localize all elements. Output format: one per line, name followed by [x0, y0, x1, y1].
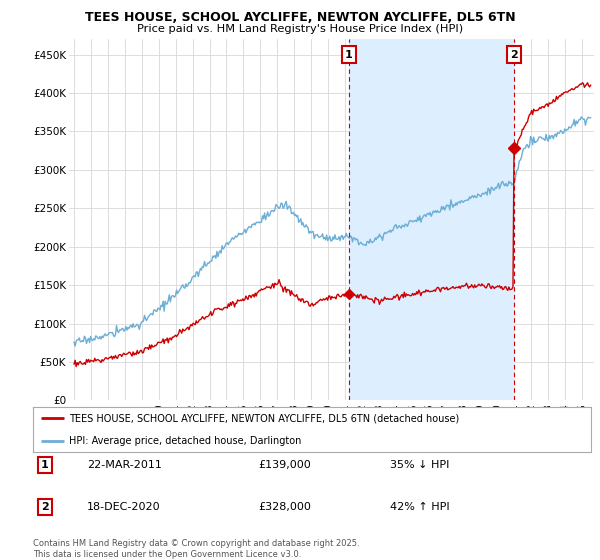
Text: 2: 2: [510, 50, 518, 59]
Text: Price paid vs. HM Land Registry's House Price Index (HPI): Price paid vs. HM Land Registry's House …: [137, 24, 463, 34]
Text: HPI: Average price, detached house, Darlington: HPI: Average price, detached house, Darl…: [69, 436, 302, 446]
Text: 1: 1: [345, 50, 353, 59]
Text: 1: 1: [41, 460, 49, 470]
Text: £139,000: £139,000: [258, 460, 311, 470]
Text: TEES HOUSE, SCHOOL AYCLIFFE, NEWTON AYCLIFFE, DL5 6TN: TEES HOUSE, SCHOOL AYCLIFFE, NEWTON AYCL…: [85, 11, 515, 24]
Text: 35% ↓ HPI: 35% ↓ HPI: [390, 460, 449, 470]
Text: 2: 2: [41, 502, 49, 512]
Text: 42% ↑ HPI: 42% ↑ HPI: [390, 502, 449, 512]
Bar: [349, 39, 514, 400]
Text: 18-DEC-2020: 18-DEC-2020: [87, 502, 161, 512]
Text: Contains HM Land Registry data © Crown copyright and database right 2025.
This d: Contains HM Land Registry data © Crown c…: [33, 539, 359, 559]
Text: TEES HOUSE, SCHOOL AYCLIFFE, NEWTON AYCLIFFE, DL5 6TN (detached house): TEES HOUSE, SCHOOL AYCLIFFE, NEWTON AYCL…: [69, 413, 460, 423]
Text: 22-MAR-2011: 22-MAR-2011: [87, 460, 162, 470]
Text: £328,000: £328,000: [258, 502, 311, 512]
